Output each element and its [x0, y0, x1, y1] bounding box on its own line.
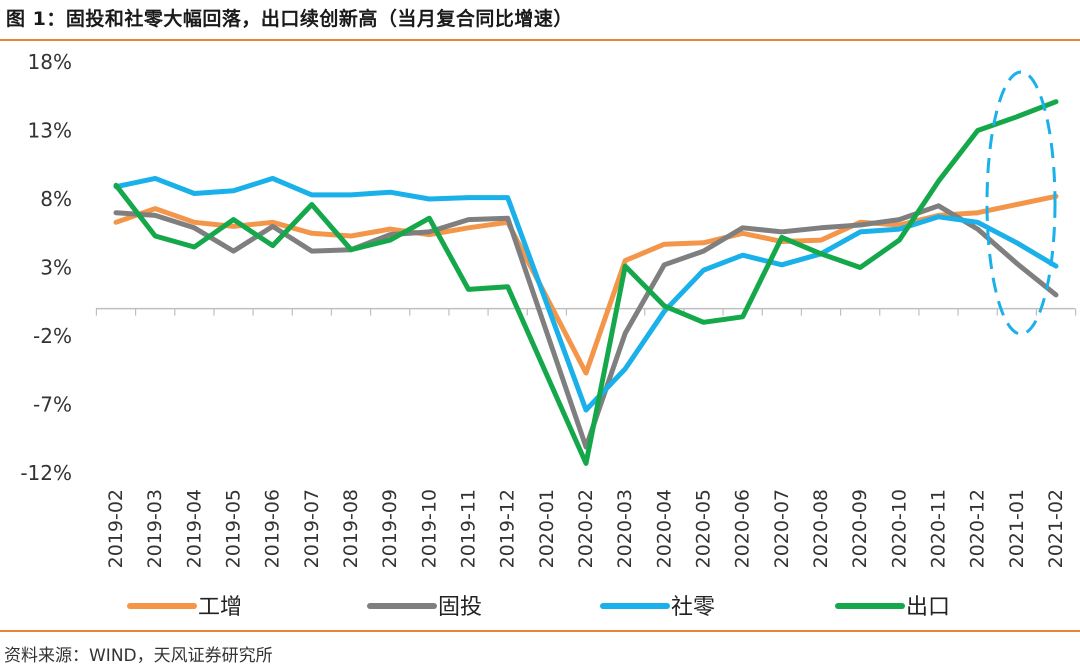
- x-tick-label: 2020-05: [693, 489, 715, 568]
- x-tick-label: 2019-04: [183, 489, 205, 568]
- y-tick-label: 8%: [40, 187, 72, 211]
- x-tick-label: 2020-02: [575, 489, 597, 568]
- y-tick-label: -12%: [20, 461, 72, 485]
- page-title: 图 1：固投和社零大幅回落，出口续创新高（当月复合同比增速）: [6, 8, 573, 30]
- x-tick-label: 2021-01: [1006, 489, 1028, 568]
- y-tick-label: 18%: [28, 50, 72, 74]
- x-tick-label: 2020-06: [732, 489, 754, 568]
- legend: 工增 固投 社零 出口: [127, 595, 950, 620]
- series-lines: [113, 99, 1059, 466]
- x-tick-label: 2020-08: [810, 489, 832, 568]
- source-note: 资料来源：WIND，天风证券研究所: [4, 646, 273, 666]
- footer-divider: [0, 630, 1080, 632]
- series-line-出口: [113, 99, 1059, 466]
- x-tick-label: 2020-04: [653, 489, 675, 568]
- x-tick-label: 2019-12: [497, 489, 519, 568]
- legend-label-工增: 工增: [198, 595, 242, 620]
- x-tick-label: 2019-06: [262, 489, 284, 568]
- x-tick-label: 2021-02: [1045, 489, 1067, 568]
- legend-label-固投: 固投: [438, 595, 482, 620]
- y-axis: 18% 13% 8% 3% -2% -7% -12%: [20, 50, 72, 485]
- x-tick-label: 2020-01: [536, 489, 558, 568]
- x-tick-label: 2019-09: [379, 489, 401, 568]
- x-tick-label: 2020-09: [849, 489, 871, 568]
- x-tick-label: 2019-03: [144, 489, 166, 568]
- title-divider: [0, 39, 1080, 41]
- legend-label-出口: 出口: [906, 595, 950, 620]
- y-tick-label: -7%: [33, 393, 72, 417]
- x-tick-label: 2019-02: [105, 489, 127, 568]
- x-tick-label: 2019-08: [340, 489, 362, 568]
- y-tick-label: 3%: [40, 256, 72, 280]
- x-tick-label: 2019-05: [223, 489, 245, 568]
- y-tick-label: -2%: [33, 324, 72, 348]
- y-tick-label: 13%: [28, 119, 72, 143]
- x-tick-label: 2020-11: [928, 489, 950, 568]
- x-tick-label: 2019-10: [418, 489, 440, 568]
- highlight-ellipse: [985, 70, 1057, 336]
- x-tick-label: 2020-07: [771, 489, 793, 568]
- x-tick-label: 2020-12: [967, 489, 989, 568]
- x-tick-label: 2020-10: [888, 489, 910, 568]
- x-tick-label: 2020-03: [614, 489, 636, 568]
- legend-label-社零: 社零: [671, 595, 715, 620]
- x-tick-label: 2019-11: [458, 489, 480, 568]
- line-chart: 18%13%8%3%-2%-7%-12% 2019-02 2019-03 2019-…: [20, 50, 1077, 620]
- x-tick-label: 2019-07: [301, 489, 323, 568]
- series-line-工增: [113, 193, 1059, 376]
- x-axis: 2019-02 2019-03 2019-04 2019-05 2019-06 2019-…: [95, 307, 1077, 568]
